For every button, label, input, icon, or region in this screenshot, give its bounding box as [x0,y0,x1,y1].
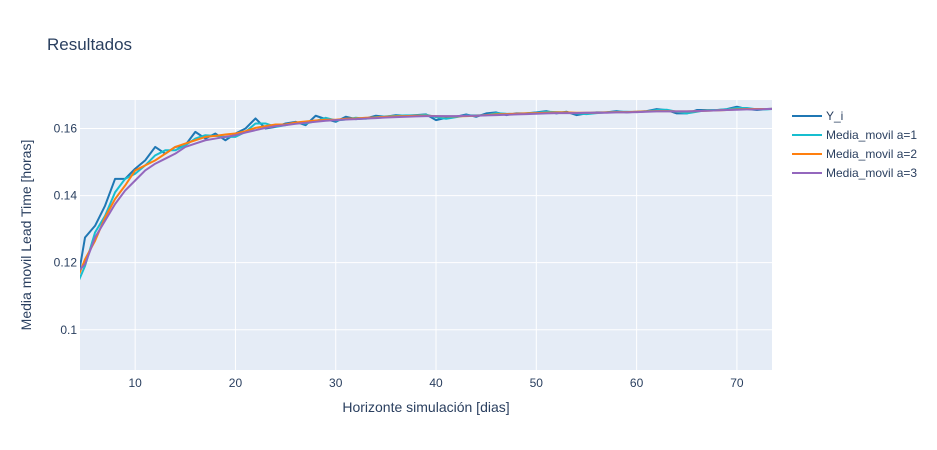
x-tick-label: 70 [730,376,744,390]
x-tick-label: 60 [630,376,644,390]
legend-item[interactable]: Y_i [792,109,843,123]
legend-label: Y_i [826,109,843,123]
chart-title: Resultados [47,35,132,54]
y-axis-ticks: 0.1 0.12 0.14 0.16 [54,122,78,337]
plot-area [80,100,772,370]
legend-item[interactable]: Media_movil a=2 [792,147,917,161]
y-tick-label: 0.12 [54,256,78,270]
y-axis-title: Media movil Lead Time [horas] [18,140,34,331]
y-tick-label: 0.16 [54,122,78,136]
y-tick-label: 0.14 [54,189,78,203]
x-tick-label: 30 [329,376,343,390]
x-axis-title: Horizonte simulación [dias] [342,399,509,415]
x-axis-ticks: 10 20 30 40 50 60 70 [128,376,743,390]
grid-lines [80,100,772,370]
legend-label: Media_movil a=2 [826,147,917,161]
series-group [80,105,772,281]
x-tick-label: 10 [128,376,142,390]
x-tick-label: 40 [429,376,443,390]
legend-item[interactable]: Media_movil a=1 [792,128,917,142]
legend-label: Media_movil a=1 [826,128,917,142]
legend[interactable]: Y_i Media_movil a=1 Media_movil a=2 Media_m… [792,109,917,180]
x-tick-label: 20 [229,376,243,390]
x-tick-label: 50 [530,376,544,390]
legend-item[interactable]: Media_movil a=3 [792,166,917,180]
y-tick-label: 0.1 [60,323,77,337]
legend-label: Media_movil a=3 [826,166,917,180]
series-line-4 [80,108,772,271]
